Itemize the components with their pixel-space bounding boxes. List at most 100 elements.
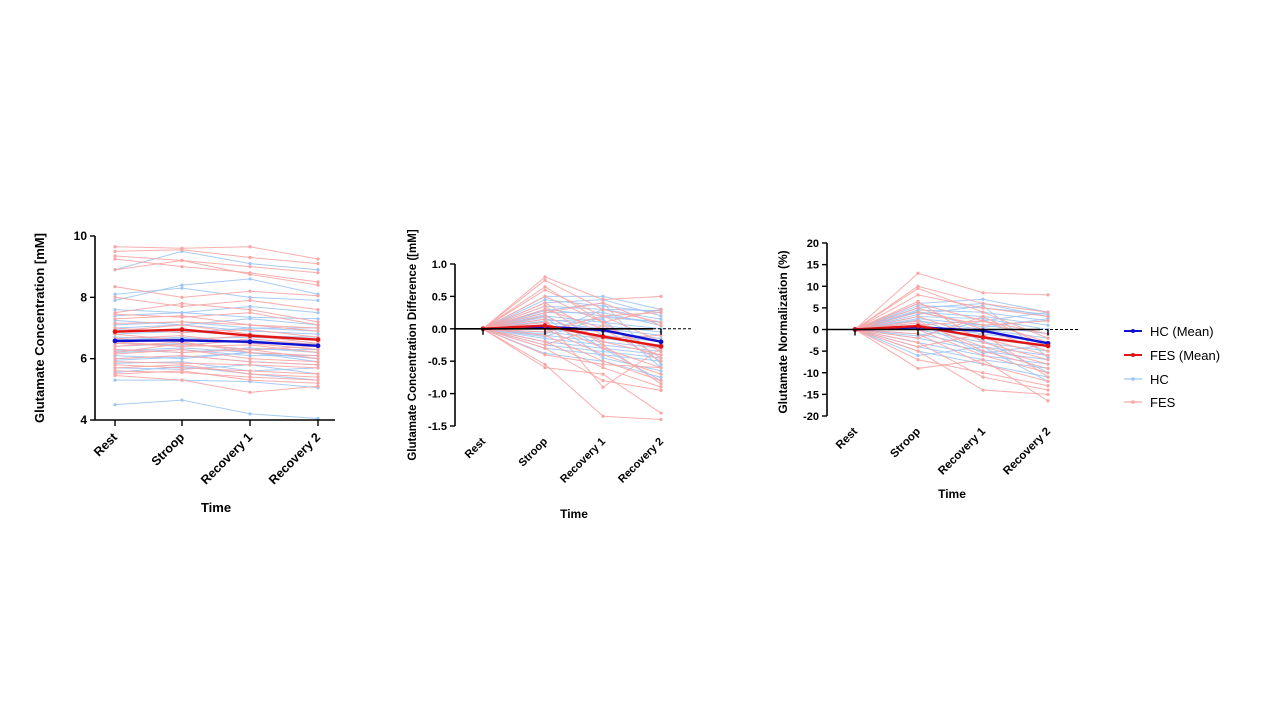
hc-subject-point xyxy=(113,403,117,407)
fes-subject-line xyxy=(114,370,319,384)
fes-subject-point xyxy=(916,319,920,323)
fes-subject-point xyxy=(916,299,920,303)
legend-marker-hc xyxy=(1131,377,1135,381)
legend: HC (Mean) FES (Mean) HC FES xyxy=(1124,324,1220,410)
fes-subject-line xyxy=(854,311,1049,330)
fes-subject-point xyxy=(601,362,605,367)
fes-subject-point xyxy=(916,271,920,275)
fes-subject-point xyxy=(180,366,184,370)
fes-subject-point xyxy=(113,321,117,325)
legend-label-fes-mean: FES (Mean) xyxy=(1150,348,1220,363)
fes-mean-point xyxy=(980,334,986,340)
fes-subject-point xyxy=(316,326,320,330)
fes-subject-line xyxy=(114,342,319,354)
legend-label-fes: FES xyxy=(1150,395,1176,410)
panel-0-y-tick-label: 8 xyxy=(80,290,87,304)
hc-subject-point xyxy=(248,304,252,309)
fes-subject-line xyxy=(482,302,662,330)
fes-subject-point xyxy=(248,289,252,293)
fes-subject-point xyxy=(601,366,605,370)
fes-subject-point xyxy=(180,248,184,252)
hc-subject-line xyxy=(114,399,319,419)
fes-subject-point xyxy=(981,358,985,362)
fes-subject-point xyxy=(248,245,252,249)
hc-subject-point xyxy=(248,277,252,281)
fes-subject-point xyxy=(1046,336,1050,340)
fes-subject-point xyxy=(659,411,663,415)
hc-subject-line xyxy=(482,316,662,338)
fes-subject-point xyxy=(113,295,117,299)
panel-1-x-tick-label: Recovery 2 xyxy=(616,436,666,486)
fes-subject-point xyxy=(659,294,663,298)
panel-1-y-tick-label: 0.0 xyxy=(432,324,447,336)
fes-subject-point xyxy=(180,323,184,327)
fes-subject-point xyxy=(248,390,252,394)
fes-subject-line xyxy=(482,318,662,388)
fes-subject-point xyxy=(113,363,117,367)
hc-subject-point xyxy=(601,304,605,308)
fes-subject-point xyxy=(248,272,252,276)
fes-subject-point xyxy=(248,375,252,379)
fes-subject-point xyxy=(659,311,663,315)
fes-subject-point xyxy=(316,320,320,324)
fes-subject-point xyxy=(316,271,320,275)
panel-2-x-axis-label: Time xyxy=(938,487,966,501)
fes-subject-point xyxy=(316,350,320,355)
fes-subject-point xyxy=(981,301,985,306)
fes-subject-point xyxy=(543,317,547,321)
panel-2-x-tick-label: Rest xyxy=(834,426,860,452)
fes-subject-line xyxy=(854,329,1049,402)
fes-mean-line xyxy=(482,324,662,348)
fes-subject-point xyxy=(248,308,252,312)
fes-subject-point xyxy=(113,366,117,370)
fes-subject-point xyxy=(180,301,184,306)
fes-subject-point xyxy=(248,327,252,332)
fes-subject-point xyxy=(981,353,985,358)
hc-subject-point xyxy=(659,375,663,379)
fes-subject-point xyxy=(180,331,184,335)
fes-subject-point xyxy=(543,294,547,298)
hc-subject-point xyxy=(248,412,252,416)
fes-subject-line xyxy=(854,294,1049,330)
fes-subject-point xyxy=(1046,362,1050,366)
fes-subject-line xyxy=(114,255,319,274)
fes-mean-point xyxy=(179,327,185,332)
fes-subject-point xyxy=(113,373,117,378)
fes-subject-point xyxy=(248,337,252,341)
fes-subject-line xyxy=(114,258,319,283)
fes-subject-line xyxy=(482,328,662,382)
panel-0-means xyxy=(112,327,321,349)
fes-subject-point xyxy=(601,298,605,302)
fes-subject-line xyxy=(114,338,319,347)
fes-subject-point xyxy=(916,358,920,362)
fes-subject-point xyxy=(981,388,985,392)
fes-subject-point xyxy=(981,306,985,310)
fes-subject-point xyxy=(180,354,184,358)
panel-0-y-tick-label: 4 xyxy=(80,413,87,427)
fes-subject-point xyxy=(180,265,184,269)
hc-subject-point xyxy=(601,356,605,360)
fes-subject-point xyxy=(916,306,920,310)
fes-subject-line xyxy=(482,276,662,330)
panel-1-y-tick-label: 0.5 xyxy=(432,291,447,303)
fes-subject-point xyxy=(601,340,605,344)
panel-2-x-tick-label: Recovery 2 xyxy=(1001,426,1053,478)
fes-subject-point xyxy=(543,311,547,315)
fes-subject-line xyxy=(114,348,319,363)
fes-subject-line xyxy=(114,249,319,265)
fes-subject-point xyxy=(601,307,605,311)
fes-subject-line xyxy=(114,342,319,354)
fes-subject-point xyxy=(180,295,184,299)
fes-mean-line xyxy=(114,328,319,341)
fes-subject-line xyxy=(114,361,319,369)
fes-subject-point xyxy=(659,379,663,383)
hc-mean-line xyxy=(114,339,319,347)
hc-subject-point xyxy=(543,298,547,302)
fes-mean-point xyxy=(915,323,921,329)
hc-subject-line xyxy=(482,328,662,378)
fes-subject-point xyxy=(916,286,920,291)
legend-label-hc-mean: HC (Mean) xyxy=(1150,324,1214,339)
hc-subject-point xyxy=(659,314,663,318)
fes-subject-point xyxy=(248,357,252,361)
